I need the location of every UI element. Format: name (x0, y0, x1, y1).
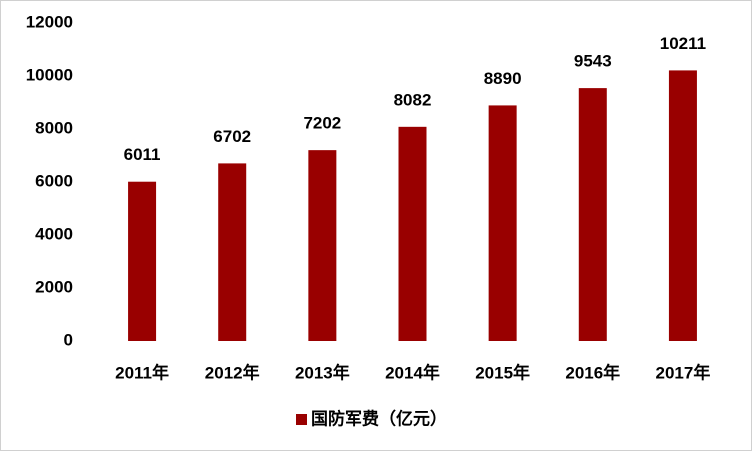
bar (398, 126, 427, 342)
legend-swatch (296, 414, 307, 425)
bar (578, 88, 607, 341)
bar (128, 181, 157, 341)
data-label: 6011 (124, 145, 161, 164)
x-tick-label: 2012年 (205, 362, 260, 382)
x-tick-label: 2011年 (115, 362, 169, 382)
data-label: 8082 (394, 90, 432, 109)
y-tick-label: 12000 (26, 12, 73, 31)
bar (488, 105, 517, 341)
y-tick-label: 8000 (35, 118, 73, 137)
x-tick-label: 2017年 (656, 362, 711, 382)
y-tick-label: 10000 (26, 65, 73, 84)
y-tick-label: 2000 (35, 277, 73, 296)
data-label: 6702 (213, 127, 251, 146)
x-tick-label: 2015年 (475, 362, 530, 382)
y-tick-label: 6000 (35, 171, 73, 190)
data-label: 7202 (303, 114, 341, 133)
bar (218, 163, 247, 341)
x-tick-label: 2016年 (565, 362, 620, 382)
y-tick-label: 0 (64, 330, 73, 349)
bar (668, 70, 697, 341)
y-tick-label: 4000 (35, 224, 73, 243)
data-label: 8890 (484, 69, 522, 88)
legend-label: 国防军费（亿元） (311, 408, 447, 428)
data-label: 9543 (574, 52, 612, 71)
x-tick-label: 2013年 (295, 362, 350, 382)
x-tick-label: 2014年 (385, 362, 440, 382)
bar (308, 150, 337, 341)
data-label: 10211 (660, 34, 706, 53)
